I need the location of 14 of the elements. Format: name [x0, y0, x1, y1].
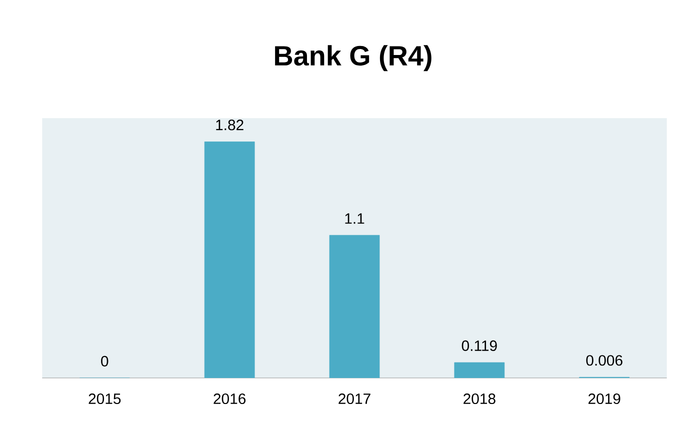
x-tick-label: 2017 — [338, 393, 370, 404]
x-tick-label: 2019 — [588, 393, 620, 404]
bar — [329, 234, 380, 378]
bar — [204, 141, 255, 378]
bar — [454, 362, 505, 378]
data-label: 0 — [101, 356, 108, 366]
data-label: 0.006 — [586, 355, 622, 366]
x-tick-label: 2018 — [464, 393, 496, 404]
chart-title: Bank G (R4) — [275, 45, 432, 72]
x-tick-label: 2016 — [214, 393, 246, 404]
data-label: 0.119 — [462, 340, 497, 351]
x-tick-label: 2015 — [88, 393, 121, 404]
data-label: 1.1 — [345, 213, 364, 224]
data-label: 1.82 — [216, 120, 244, 130]
